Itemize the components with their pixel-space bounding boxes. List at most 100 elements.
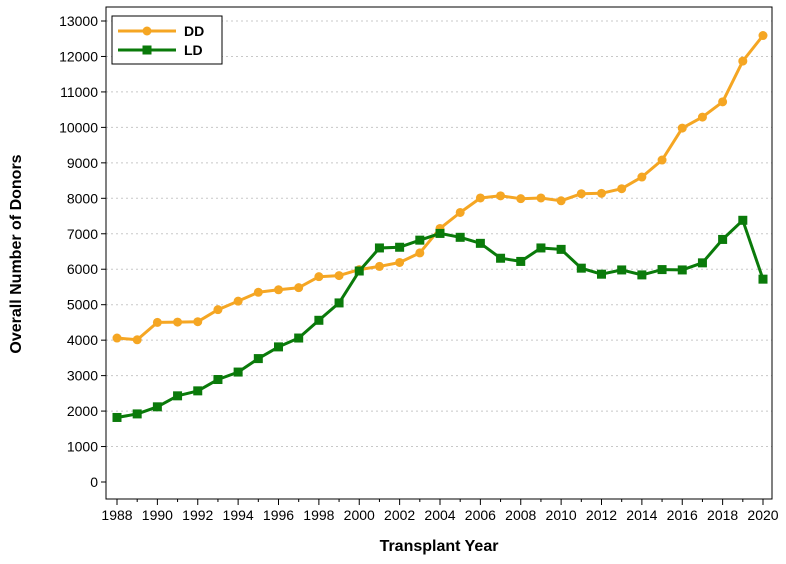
point-dd-2001 (374, 261, 384, 271)
point-ld-1993 (213, 375, 223, 385)
point-dd-1995 (253, 287, 263, 297)
point-ld-1997 (294, 333, 304, 343)
y-tick-label-4000: 4000 (67, 332, 98, 348)
point-ld-2007 (496, 253, 506, 263)
y-tick-label-12000: 12000 (59, 48, 98, 64)
point-dd-2016 (677, 123, 687, 133)
x-tick-label-1988: 1988 (101, 507, 132, 523)
point-dd-1988 (112, 333, 122, 343)
point-ld-2013 (617, 265, 627, 275)
point-dd-2013 (617, 184, 627, 194)
point-dd-2009 (536, 193, 546, 203)
point-ld-2004 (435, 228, 445, 238)
point-ld-1999 (334, 298, 344, 308)
point-ld-2006 (475, 238, 485, 248)
legend-box (111, 15, 223, 65)
point-ld-1991 (173, 391, 183, 401)
x-tick-label-2002: 2002 (384, 507, 415, 523)
x-tick-label-2000: 2000 (344, 507, 375, 523)
point-dd-2017 (697, 112, 707, 122)
point-dd-2012 (597, 188, 606, 198)
point-ld-1998 (314, 315, 324, 325)
point-dd-2020 (758, 31, 768, 41)
x-tick-label-2020: 2020 (747, 507, 778, 523)
x-tick-label-1990: 1990 (142, 507, 173, 523)
point-ld-2012 (597, 269, 606, 279)
point-dd-2006 (475, 193, 485, 203)
x-tick-label-1992: 1992 (182, 507, 213, 523)
y-tick-label-10000: 10000 (59, 119, 98, 135)
point-dd-2003 (415, 248, 425, 258)
point-ld-1992 (193, 386, 203, 396)
y-tick-label-2000: 2000 (67, 403, 98, 419)
point-ld-2019 (738, 215, 748, 225)
y-axis-title: Overall Number of Donors (8, 154, 25, 353)
x-tick-label-2014: 2014 (626, 507, 657, 523)
x-tick-label-2018: 2018 (707, 507, 738, 523)
x-tick-label-1994: 1994 (223, 507, 254, 523)
point-ld-2009 (536, 243, 546, 253)
point-dd-2005 (455, 207, 465, 217)
y-axis: 0 1000 2000 3000 4000 5000 6000 7000 8000 9000 100… (59, 13, 106, 490)
point-ld-1988 (112, 412, 122, 422)
point-ld-1995 (253, 354, 263, 364)
y-tick-label-13000: 13000 (59, 13, 98, 29)
series-group (112, 31, 768, 422)
y-tick-label-7000: 7000 (67, 226, 98, 242)
plot-frame (105, 6, 773, 500)
legend: DD LD (111, 15, 223, 65)
y-tick-label-6000: 6000 (67, 261, 98, 277)
point-dd-1998 (314, 272, 324, 282)
y-tick-label-0: 0 (90, 474, 98, 490)
y-tick-label-3000: 3000 (67, 368, 98, 384)
point-dd-2007 (496, 191, 506, 201)
point-dd-2010 (556, 196, 566, 206)
legend-marker-ld (142, 45, 152, 55)
point-ld-2000 (354, 266, 364, 276)
x-tick-label-1996: 1996 (263, 507, 294, 523)
x-tick-label-2016: 2016 (667, 507, 698, 523)
x-tick-label-2006: 2006 (465, 507, 496, 523)
point-ld-2015 (657, 265, 667, 275)
point-dd-2015 (657, 155, 667, 165)
point-ld-2018 (718, 234, 728, 244)
point-ld-2014 (637, 270, 647, 280)
x-axis-title: Transplant Year (380, 538, 499, 555)
legend-label-ld: LD (184, 42, 203, 58)
x-tick-label-2008: 2008 (505, 507, 536, 523)
legend-label-dd: DD (184, 23, 204, 39)
point-ld-2020 (758, 274, 768, 284)
point-ld-2016 (677, 265, 687, 275)
x-tick-label-2012: 2012 (586, 507, 617, 523)
grid-lines (106, 20, 772, 448)
point-ld-2005 (455, 232, 465, 242)
point-ld-2002 (395, 242, 405, 252)
point-ld-2010 (556, 244, 566, 254)
series-line-dd (116, 34, 765, 342)
point-dd-2018 (718, 97, 728, 107)
point-dd-2002 (395, 257, 405, 267)
point-dd-1994 (233, 296, 243, 306)
point-dd-1992 (193, 317, 203, 327)
point-dd-2011 (576, 189, 586, 199)
x-axis: 1988 1990 1992 1994 1996 1998 2000 2002 2004 2006… (101, 499, 779, 523)
point-ld-2017 (697, 258, 707, 268)
point-dd-1989 (132, 335, 142, 345)
point-dd-1999 (334, 271, 344, 281)
point-dd-1990 (152, 317, 162, 327)
y-tick-label-5000: 5000 (67, 297, 98, 313)
point-ld-2008 (516, 256, 526, 266)
y-tick-label-11000: 11000 (60, 84, 98, 100)
y-tick-label-8000: 8000 (67, 190, 98, 206)
point-ld-1990 (152, 402, 162, 412)
x-tick-label-1998: 1998 (303, 507, 334, 523)
legend-marker-dd (142, 26, 152, 36)
point-ld-1989 (132, 409, 142, 419)
point-ld-1996 (274, 342, 283, 352)
point-dd-1991 (173, 317, 183, 327)
point-ld-2001 (374, 243, 384, 253)
point-dd-1993 (213, 305, 223, 315)
point-dd-2008 (516, 194, 526, 204)
